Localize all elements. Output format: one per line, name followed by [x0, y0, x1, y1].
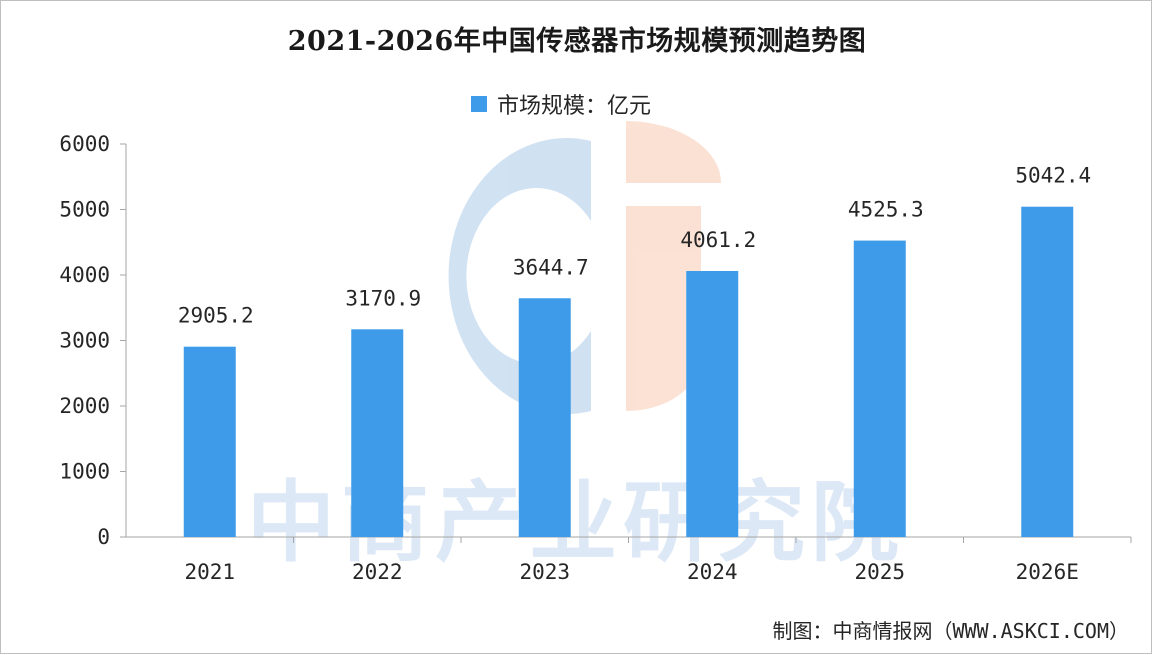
bar-2025	[853, 240, 906, 538]
watermark-logo-top-right-arc	[626, 121, 721, 183]
bar-2024	[686, 270, 739, 537]
y-tick-label: 1000	[59, 460, 110, 484]
y-tick-label: 2000	[59, 394, 110, 418]
x-tick-label: 2021	[184, 560, 235, 584]
watermark-logo	[448, 121, 721, 414]
x-tick-label: 2024	[687, 560, 738, 584]
y-tick-label: 5000	[59, 198, 110, 222]
axis-layer: 0 1000 2000 3000 4000 5000 6000 2021 2022 2023 202…	[59, 132, 1132, 584]
legend-label: 市场规模：亿元	[497, 94, 652, 119]
source-note: 制图：中商情报网（WWW.ASKCI.COM）	[772, 619, 1129, 643]
x-tick-label: 2022	[352, 560, 403, 584]
data-label: 4525.3	[848, 198, 924, 222]
bars-layer	[183, 206, 1074, 538]
data-label: 3644.7	[513, 255, 589, 279]
data-label: 2905.2	[178, 304, 254, 328]
x-tick-label: 2023	[519, 560, 570, 584]
y-tick-label: 3000	[59, 329, 110, 353]
y-tick-label: 4000	[59, 263, 110, 287]
data-label: 5042.4	[1015, 164, 1091, 188]
chart-legend: 市场规模：亿元	[471, 89, 651, 119]
bar-2021	[183, 346, 236, 537]
bar-2026E	[1021, 206, 1074, 538]
bar-2023	[518, 298, 571, 537]
watermark-text: 中商产业研究院	[247, 471, 905, 574]
watermark-logo-bottom-right-block	[626, 206, 701, 412]
x-tick-label: 2025	[854, 560, 905, 584]
chart-title: 2021-2026年中国传感器市场规模预测趋势图	[287, 26, 867, 57]
x-tick-label: 2026E	[1016, 560, 1079, 584]
data-label: 3170.9	[345, 286, 421, 310]
y-tick-label: 6000	[59, 132, 110, 156]
y-tick-label: 0	[97, 525, 110, 549]
labels-layer: 2905.2 3170.9 3644.7 4061.2 4525.3 5042.4	[178, 164, 1091, 328]
legend-swatch	[471, 96, 487, 112]
data-label: 4061.2	[680, 228, 756, 252]
watermark-logo-left-arc	[448, 138, 591, 414]
bar-2022	[351, 329, 404, 537]
